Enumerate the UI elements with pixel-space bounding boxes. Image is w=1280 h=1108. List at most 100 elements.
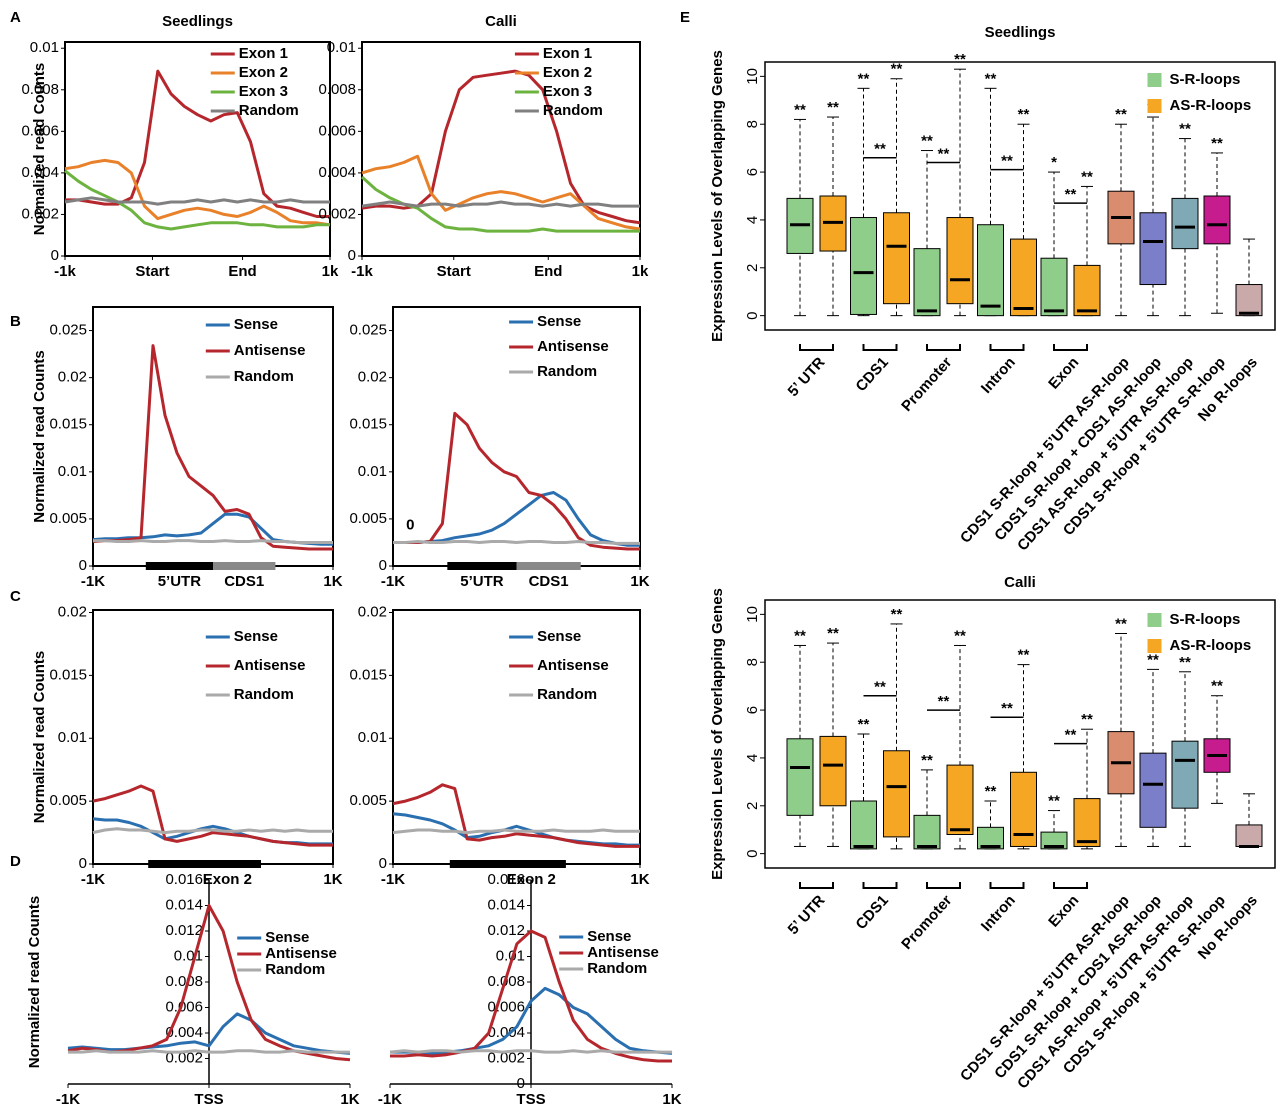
y-tick-label: 0.005 — [349, 792, 387, 809]
y-tick-label: 0.002 — [165, 1049, 203, 1066]
series-line — [361, 154, 641, 231]
significance: ** — [1018, 647, 1030, 664]
panel-label: A — [10, 9, 21, 26]
x-tick-label: Exon — [1045, 892, 1082, 931]
series-line — [93, 539, 333, 544]
series-line — [393, 411, 640, 551]
box — [946, 764, 974, 835]
significance: ** — [891, 606, 903, 623]
x-tick-label: End — [534, 263, 562, 280]
y-tick-label: 6 — [744, 706, 761, 714]
y-tick-label: 0.008 — [318, 81, 356, 98]
y-tick-label: 0.015 — [49, 416, 87, 433]
group-bracket — [799, 344, 834, 351]
significance: ** — [921, 752, 933, 769]
x-tick-label: Exon 2 — [507, 871, 556, 888]
x-tick-label: Intron — [978, 892, 1019, 935]
panel-label: D — [10, 853, 21, 870]
y-tick-label: 0.006 — [165, 998, 203, 1015]
significance: ** — [794, 101, 806, 118]
legend-label: Random — [239, 102, 299, 119]
legend-label: Exon 2 — [543, 64, 592, 81]
series-line — [390, 986, 673, 1055]
series-line — [64, 158, 331, 227]
y-tick-label: 0.006 — [487, 998, 525, 1015]
significance: ** — [858, 70, 870, 87]
x-tick-label: -1K — [81, 871, 105, 888]
y-tick-label: 0.016 — [165, 871, 203, 888]
x-tick-label: Start — [437, 263, 471, 280]
x-tick-label: TSS — [194, 1091, 223, 1108]
box — [1171, 740, 1199, 809]
box — [1139, 752, 1167, 828]
gene-region — [213, 562, 276, 570]
significance: ** — [1115, 106, 1127, 123]
significance: ** — [954, 627, 966, 644]
y-tick-label: 0.002 — [318, 205, 356, 222]
significance: * — [1051, 154, 1057, 171]
y-axis-label: Normalized read Counts — [31, 350, 48, 523]
legend-label: Antisense — [537, 338, 609, 355]
series-line — [393, 491, 640, 547]
legend-label: Antisense — [537, 657, 609, 674]
significance: ** — [858, 716, 870, 733]
legend-label: S-R-loops — [1170, 611, 1241, 628]
significance: ** — [954, 51, 966, 68]
pair-significance: ** — [1001, 700, 1013, 717]
x-tick-label: CDS1 — [853, 892, 892, 933]
x-tick-label: Promoter — [898, 892, 955, 953]
y-tick-label: 0.005 — [49, 510, 87, 527]
x-tick-label: -1K — [381, 573, 405, 590]
y-tick-label: 0.004 — [487, 1024, 525, 1041]
y-tick-label: 0.025 — [49, 322, 87, 339]
significance: ** — [794, 627, 806, 644]
panel-label: C — [10, 588, 21, 605]
pair-significance: ** — [938, 693, 950, 710]
legend-label: Exon 3 — [239, 83, 288, 100]
series-line — [393, 540, 640, 545]
group-bracket — [926, 344, 961, 351]
y-tick-label: 8 — [744, 658, 761, 666]
box — [977, 826, 1004, 850]
group-bracket — [989, 882, 1025, 889]
x-tick-label: 1k — [322, 263, 339, 280]
legend-label: Exon 2 — [239, 64, 288, 81]
x-tick-label: -1K — [56, 1091, 80, 1108]
significance: ** — [985, 783, 997, 800]
box — [850, 217, 877, 315]
box — [850, 800, 877, 850]
y-tick-label: 0 — [379, 557, 387, 574]
y-tick-label: 0 — [79, 557, 87, 574]
series-line — [64, 169, 330, 231]
significance: ** — [827, 99, 839, 116]
box — [883, 212, 910, 305]
significance: ** — [1018, 106, 1030, 123]
group-bracket — [926, 882, 961, 889]
y-tick-label: 0.006 — [318, 122, 356, 139]
box — [1073, 264, 1101, 317]
series-line — [392, 783, 640, 848]
series-line — [64, 196, 330, 206]
significance: ** — [1081, 711, 1093, 728]
legend-label: Sense — [265, 929, 309, 946]
significance: ** — [1211, 678, 1223, 695]
box — [1235, 284, 1263, 317]
legend-swatch — [1147, 99, 1162, 113]
y-axis-label: Expression Levels of Overlapping Genes — [709, 50, 726, 342]
panel-label: E — [680, 9, 690, 26]
y-tick-label: 4 — [744, 216, 761, 224]
legend-swatch — [1147, 639, 1162, 653]
legend-label: Random — [587, 960, 647, 977]
legend-label: Exon 3 — [543, 83, 592, 100]
x-tick-label: -1K — [378, 1091, 402, 1108]
x-tick-label: 1K — [323, 573, 342, 590]
y-tick-label: 6 — [744, 168, 761, 176]
y-tick-label: 0.014 — [165, 896, 203, 913]
pair-significance: ** — [1065, 186, 1077, 203]
box — [946, 217, 974, 305]
box — [977, 224, 1004, 317]
y-tick-label: 0.02 — [358, 369, 387, 386]
y-tick-label: 0.002 — [487, 1049, 525, 1066]
significance: ** — [921, 133, 933, 150]
y-tick-label: 0.02 — [58, 369, 87, 386]
